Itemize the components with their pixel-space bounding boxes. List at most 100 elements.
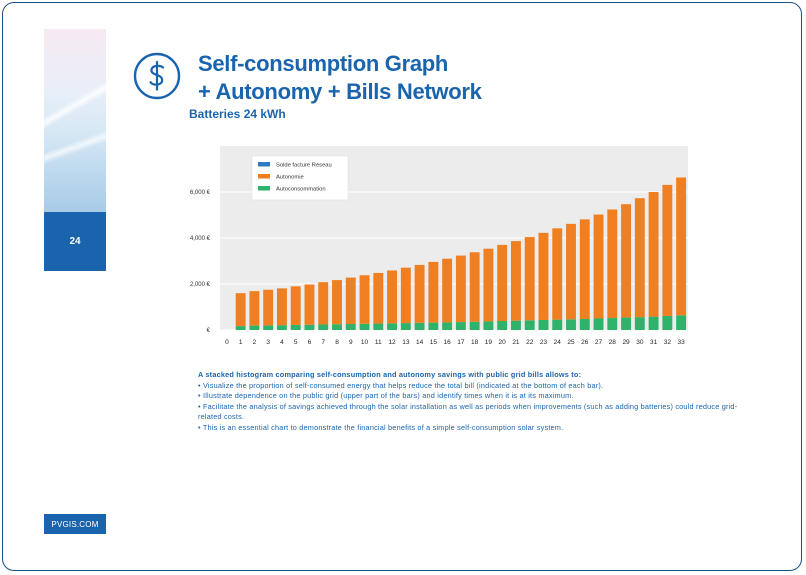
- bar-autoconsommation: [607, 318, 618, 330]
- stacked-bar-chart: €2,000 €4,000 €6,000 €0 1 2 3 4 5 6 7 8 9 10 11 12 13…: [190, 140, 710, 354]
- bar-autonomie: [455, 255, 466, 323]
- bar-autonomie: [318, 282, 329, 325]
- bar-autoconsommation: [566, 319, 576, 330]
- x-tick-label: 16: [444, 339, 452, 346]
- bar-autoconsommation: [621, 317, 632, 330]
- title-line-2: + Autonomy + Bills Network: [198, 79, 482, 104]
- legend-label: Autonomie: [276, 175, 304, 181]
- site-label: PVGIS.COM: [51, 519, 99, 529]
- bar-autonomie: [304, 284, 315, 325]
- bar-autoconsommation: [428, 322, 439, 330]
- bar-autoconsommation: [235, 326, 246, 330]
- bar-autonomie: [276, 288, 287, 326]
- bar-autoconsommation: [318, 324, 329, 330]
- x-tick-label: 3: [266, 339, 270, 346]
- description-bullet: • Facilitate the analysis of savings ach…: [198, 401, 738, 422]
- bar-autoconsommation: [263, 325, 274, 330]
- bar-autoconsommation: [483, 321, 494, 330]
- page-subtitle: Batteries 24 kWh: [189, 107, 286, 121]
- x-tick-label: 23: [540, 339, 548, 346]
- x-tick-label: 1: [239, 339, 243, 346]
- bar-autonomie: [442, 258, 453, 323]
- bar-autoconsommation: [593, 318, 604, 330]
- bar-autoconsommation: [332, 324, 342, 330]
- y-tick-label: €: [207, 328, 211, 334]
- x-tick-label: 13: [402, 339, 410, 346]
- bar-autonomie: [249, 291, 260, 326]
- bar-autoconsommation: [579, 318, 590, 330]
- y-tick-label: 4,000 €: [190, 236, 211, 242]
- bar-autoconsommation: [290, 324, 301, 330]
- bar-autonomie: [483, 248, 494, 322]
- y-tick-label: 2,000 €: [190, 282, 211, 288]
- bar-autonomie: [469, 252, 480, 322]
- bar-autonomie: [676, 177, 687, 316]
- bar-autoconsommation: [276, 325, 287, 330]
- x-tick-label: 7: [321, 339, 325, 346]
- y-tick-label: 6,000 €: [190, 190, 211, 196]
- x-tick-label: 15: [430, 339, 438, 346]
- decorative-banner: [44, 29, 106, 212]
- x-tick-label: 19: [485, 339, 493, 346]
- bar-autoconsommation: [414, 322, 425, 330]
- bar-autonomie: [621, 204, 632, 318]
- x-tick-label: 26: [581, 339, 589, 346]
- bar-autoconsommation: [510, 320, 521, 330]
- bar-autoconsommation: [455, 322, 466, 330]
- x-tick-label: 29: [622, 339, 630, 346]
- x-tick-label: 33: [678, 339, 686, 346]
- description: A stacked histogram comparing self-consu…: [198, 370, 738, 433]
- x-tick-label: 5: [294, 339, 298, 346]
- bar-autonomie: [607, 209, 618, 319]
- legend-label: Solde facture Réseau: [276, 163, 332, 169]
- bar-autoconsommation: [387, 323, 398, 330]
- bar-autoconsommation: [469, 321, 480, 330]
- bar-autonomie: [345, 277, 356, 325]
- bar-autonomie: [634, 198, 645, 318]
- bar-autonomie: [510, 241, 521, 321]
- bar-autonomie: [524, 237, 535, 321]
- bar-autonomie: [235, 293, 246, 327]
- page-title: Self-consumption Graph + Autonomy + Bill…: [198, 50, 482, 106]
- x-tick-label: 25: [567, 339, 575, 346]
- x-tick-label: 9: [349, 339, 353, 346]
- title-line-1: Self-consumption Graph: [198, 51, 449, 76]
- bar-autonomie: [538, 232, 549, 320]
- x-tick-label: 20: [499, 339, 507, 346]
- bar-autonomie: [414, 264, 425, 323]
- bar-autonomie: [579, 219, 590, 319]
- description-bullet: • This is an essential chart to demonstr…: [198, 422, 564, 432]
- bar-autoconsommation: [676, 315, 687, 330]
- bar-autonomie: [359, 275, 370, 324]
- bar-autonomie: [428, 261, 439, 323]
- x-tick-label: 10: [361, 339, 369, 346]
- bar-autonomie: [290, 286, 301, 325]
- bar-autonomie: [593, 214, 604, 319]
- x-tick-label: 24: [554, 339, 562, 346]
- x-tick-label: 22: [526, 339, 534, 346]
- bar-autonomie: [497, 244, 508, 322]
- bar-autoconsommation: [524, 320, 535, 330]
- site-link[interactable]: PVGIS.COM: [44, 514, 106, 534]
- bar-autonomie: [400, 267, 411, 324]
- description-bullet: • Illustrate dependence on the public gr…: [198, 391, 574, 400]
- bar-autoconsommation: [552, 319, 563, 330]
- description-bullet: • Visualize the proportion of self-consu…: [198, 380, 604, 390]
- page-number: 24: [69, 236, 81, 247]
- x-tick-label: 32: [664, 339, 672, 346]
- x-tick-label: 21: [512, 339, 520, 346]
- legend-label: Autoconsommation: [276, 187, 326, 193]
- x-tick-label: 2: [253, 339, 257, 346]
- bar-autoconsommation: [345, 324, 356, 330]
- x-tick-label: 18: [471, 339, 479, 346]
- x-tick-label: 6: [308, 339, 312, 346]
- x-tick-label: 17: [457, 339, 465, 346]
- dollar-icon: [132, 51, 182, 101]
- x-tick-label: 11: [375, 339, 382, 346]
- bar-autonomie: [332, 280, 342, 325]
- bar-autonomie: [263, 289, 274, 326]
- bar-autoconsommation: [648, 316, 659, 330]
- legend-swatch: [258, 186, 270, 191]
- legend-swatch: [258, 162, 270, 167]
